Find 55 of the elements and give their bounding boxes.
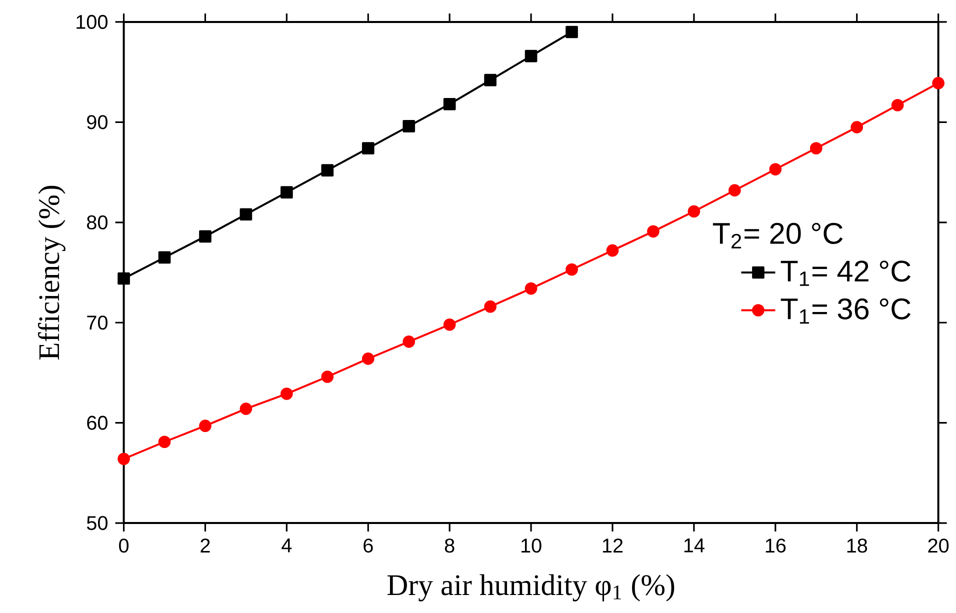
point bbox=[321, 164, 334, 176]
point bbox=[728, 184, 741, 197]
y-tick-label: 50 bbox=[86, 516, 108, 530]
x-tick-label: 8 bbox=[444, 538, 454, 553]
point bbox=[606, 244, 619, 257]
point bbox=[402, 120, 416, 132]
x-tick-label: 14 bbox=[684, 538, 704, 552]
y-tick-label: 90 bbox=[87, 115, 108, 130]
point bbox=[321, 370, 334, 383]
point bbox=[362, 142, 374, 154]
point bbox=[280, 388, 293, 400]
point bbox=[362, 352, 374, 365]
point bbox=[524, 50, 538, 62]
point bbox=[891, 99, 904, 112]
point bbox=[484, 74, 496, 86]
x-tick-label: 10 bbox=[522, 538, 542, 553]
x-tick-label: 2 bbox=[200, 538, 210, 553]
point bbox=[118, 272, 130, 285]
point bbox=[240, 208, 252, 221]
point bbox=[647, 225, 660, 238]
x-tick-label: 0 bbox=[119, 538, 129, 553]
y-tick-label: 100 bbox=[76, 14, 108, 30]
x-tick-label: 4 bbox=[282, 538, 292, 552]
point bbox=[769, 163, 782, 176]
point bbox=[524, 282, 538, 295]
point bbox=[199, 230, 212, 243]
point bbox=[280, 186, 293, 199]
point bbox=[932, 76, 944, 90]
point bbox=[810, 142, 822, 154]
y-tick-label: 80 bbox=[87, 215, 108, 230]
point bbox=[158, 436, 171, 448]
point bbox=[443, 318, 456, 331]
legend-label: T$_{1}$= 36 °C bbox=[780, 298, 911, 324]
legend-title: T$_{2}$= 20 °C bbox=[712, 222, 843, 248]
point bbox=[566, 26, 578, 38]
x-tick-label: 12 bbox=[602, 538, 623, 553]
point bbox=[158, 251, 171, 264]
point bbox=[443, 98, 456, 110]
y-tick-label: 60 bbox=[87, 416, 108, 430]
y-tick-label: 70 bbox=[87, 316, 108, 330]
point bbox=[850, 121, 864, 134]
x-tick-label: 18 bbox=[847, 538, 868, 553]
point bbox=[688, 205, 700, 218]
point bbox=[566, 263, 578, 276]
x-tick-label: 16 bbox=[766, 538, 786, 553]
point bbox=[402, 336, 416, 348]
y-axis-title: Efficiency (%) bbox=[38, 186, 66, 360]
x-tick-label: 6 bbox=[364, 538, 373, 553]
x-tick-label: 20 bbox=[928, 538, 949, 553]
point bbox=[118, 452, 130, 466]
point bbox=[240, 402, 252, 416]
x-axis-title: Dry air humidity φ$_{1}$ (%) bbox=[388, 574, 674, 602]
point bbox=[484, 300, 496, 313]
point bbox=[199, 420, 212, 432]
legend-label: T$_{1}$= 42 °C bbox=[780, 260, 911, 286]
